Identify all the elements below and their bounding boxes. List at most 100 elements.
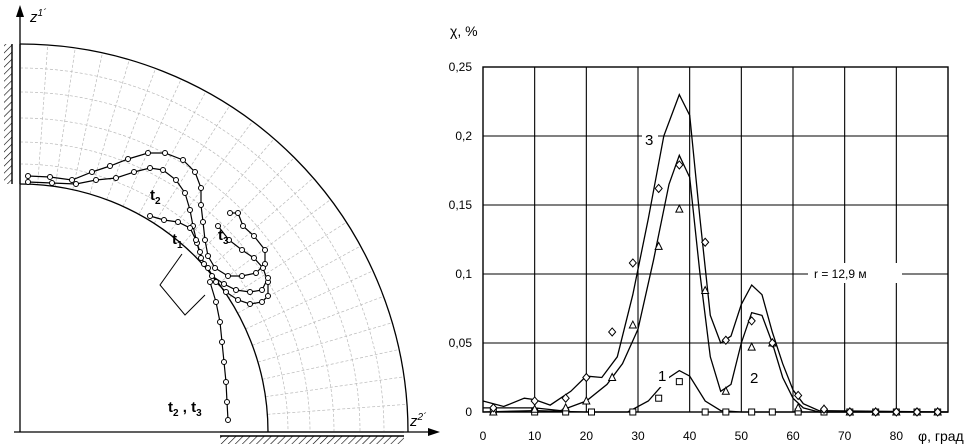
label-t3: t3 — [218, 227, 229, 247]
series-2-marker — [793, 402, 803, 412]
annotation-radius: r = 12,9 м — [814, 267, 867, 281]
isoline-marker — [233, 287, 239, 293]
series-3-marker — [561, 393, 570, 403]
curve-label-2: 2 — [750, 370, 758, 387]
y-tick-label: 0,15 — [449, 198, 473, 212]
chart-horizontal-gridlines — [483, 135, 948, 344]
x-tick-labels: 0 10 20 30 40 50 60 70 80 — [480, 429, 904, 443]
isoline-marker — [147, 213, 153, 219]
mesh-ray — [54, 47, 76, 187]
y-tick-label: 0,2 — [455, 129, 472, 143]
isoline-marker — [107, 163, 113, 169]
series-curves — [482, 92, 949, 413]
isoline-marker — [240, 223, 246, 229]
y-tick-labels: 0 0,05 0,1 0,15 0,2 0,25 — [449, 60, 473, 419]
isoline-marker — [251, 233, 257, 239]
isoline-marker — [223, 379, 229, 385]
isoline-marker — [265, 293, 271, 299]
series-1-marker — [629, 408, 637, 416]
zone-boundary — [159, 253, 206, 316]
series-1-marker — [748, 408, 756, 416]
x-axis-label: φ, град — [918, 428, 964, 444]
series-3-marker — [794, 390, 803, 401]
x-tick-label: 40 — [683, 429, 697, 443]
x-tick-label: 80 — [890, 429, 904, 443]
mesh-arc — [19, 91, 361, 433]
series-2-marker — [561, 402, 570, 412]
isoline-marker — [25, 179, 31, 185]
chi-vs-phi-chart: 0 0,05 0,1 0,15 0,2 0,25 0 10 20 30 40 50 60 70 80 χ,… — [449, 23, 964, 444]
series-2-marker — [721, 386, 731, 395]
isoline-marker — [113, 175, 119, 181]
series-2-marker — [530, 404, 539, 413]
isoline-marker — [202, 237, 208, 243]
z2-axis-arrow — [428, 428, 440, 436]
isoline-marker — [225, 417, 231, 423]
mesh-ray — [168, 121, 253, 234]
ring-inner-boundary — [19, 183, 269, 433]
y-tick-label: 0 — [465, 405, 472, 419]
isoline-marker — [180, 157, 186, 163]
label-t2-t3: t2 , t3 — [168, 399, 202, 419]
series-3-marker — [582, 372, 591, 383]
isoline-marker — [247, 301, 253, 307]
z2-axis-label: z2´ — [409, 411, 427, 430]
mesh-ray — [218, 199, 331, 284]
x-tick-label: 20 — [580, 429, 594, 443]
mesh-ray — [267, 403, 408, 415]
isoline-marker — [182, 190, 188, 196]
isoline-marker — [173, 177, 179, 183]
isoline-marker — [209, 273, 215, 279]
mesh-ray — [207, 177, 314, 270]
x-tick-label: 70 — [838, 429, 852, 443]
mesh-ray — [262, 349, 400, 380]
isoline-marker — [219, 339, 225, 345]
mesh-arc — [19, 117, 335, 433]
series-3-marker — [608, 327, 617, 337]
series-2-marker — [654, 241, 663, 250]
series-2-marker — [675, 204, 684, 213]
bottom-support-hatch — [220, 436, 404, 444]
isoline-marker — [259, 299, 265, 305]
series-3-marker — [675, 160, 684, 170]
series-3-marker — [747, 316, 756, 326]
mesh-grid — [19, 44, 408, 433]
series-1-curve — [482, 369, 948, 413]
series-1-marker — [588, 408, 595, 416]
isoline-marker — [145, 150, 151, 156]
isoline-marker — [224, 399, 230, 405]
isoline-marker — [187, 225, 193, 231]
z1-axis-arrow — [16, 5, 24, 17]
mesh-ray — [182, 138, 275, 245]
isoline-marker — [198, 202, 204, 208]
curve-label-3-background — [642, 128, 658, 150]
isoline-marker — [223, 289, 229, 295]
series-3-marker — [892, 407, 901, 417]
y-tick-label: 0,25 — [449, 60, 473, 74]
x-tick-label: 60 — [786, 429, 800, 443]
mesh-ray — [37, 44, 49, 185]
isoline-marker — [201, 261, 207, 267]
isoline-marker — [147, 165, 153, 171]
isoline-marker — [251, 255, 257, 261]
z1-axis-label: z1´ — [29, 7, 47, 26]
isoline-marker — [227, 210, 233, 216]
mesh-ray — [252, 296, 384, 346]
isoline-marker — [207, 279, 213, 285]
isoline-marker — [217, 319, 223, 325]
isoline-marker — [235, 210, 241, 216]
mesh-ray — [257, 322, 393, 363]
mesh-ray — [228, 221, 347, 299]
isoline-marker — [235, 297, 241, 303]
isoline-marker — [73, 181, 79, 187]
series-3-marker — [912, 407, 922, 417]
mesh-ray — [138, 91, 207, 215]
y-tick-label: 0,1 — [455, 267, 472, 281]
curve-label-1: 1 — [658, 368, 666, 385]
isoline-marker — [161, 217, 167, 223]
isoline-marker — [160, 167, 166, 173]
mesh-arc — [19, 163, 289, 433]
isoline-marker — [221, 359, 227, 365]
series-3-marker — [628, 258, 637, 268]
